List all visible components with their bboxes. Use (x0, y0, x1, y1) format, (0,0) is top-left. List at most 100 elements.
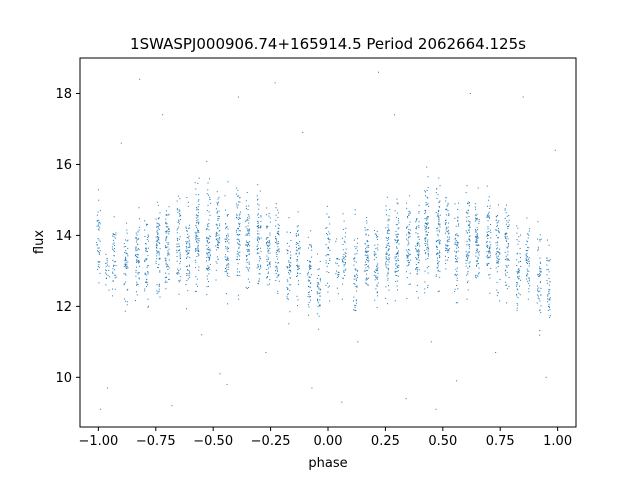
data-point (517, 282, 519, 284)
data-point (448, 249, 450, 251)
data-point (207, 278, 209, 280)
data-point (496, 248, 498, 250)
data-point (176, 272, 178, 274)
data-point (356, 275, 358, 277)
data-point (145, 247, 147, 249)
data-point (376, 292, 378, 294)
data-point (438, 231, 440, 233)
data-point (526, 274, 528, 276)
data-point (489, 247, 491, 249)
data-point (437, 194, 439, 196)
data-point (207, 225, 209, 227)
data-point (505, 265, 507, 267)
data-point (496, 295, 498, 297)
data-point (376, 247, 378, 249)
data-point (385, 209, 387, 211)
data-point (376, 236, 378, 238)
data-point (375, 256, 377, 258)
data-point (518, 269, 520, 271)
data-point (96, 225, 98, 227)
data-point (457, 242, 459, 244)
data-point (249, 229, 251, 231)
data-point (528, 288, 530, 290)
data-point (354, 257, 356, 259)
data-point (395, 234, 397, 236)
data-point (335, 270, 337, 272)
data-point (198, 231, 200, 233)
data-point (456, 251, 458, 253)
data-point (415, 232, 417, 234)
data-point (496, 260, 498, 262)
data-point (277, 223, 279, 225)
data-point (326, 205, 328, 207)
data-point (539, 240, 541, 242)
data-point (476, 236, 478, 238)
data-point (329, 233, 331, 235)
data-point (268, 215, 270, 217)
data-point (319, 304, 321, 306)
data-point (237, 227, 239, 229)
data-point (408, 264, 410, 266)
data-point (225, 268, 227, 270)
data-point (176, 209, 178, 211)
data-point (447, 210, 449, 212)
data-point (437, 267, 439, 269)
data-point (228, 239, 230, 241)
data-point (336, 238, 338, 240)
data-point (217, 238, 219, 240)
data-point (107, 387, 109, 389)
data-point (478, 272, 480, 274)
data-point (208, 259, 210, 261)
data-point (375, 276, 377, 278)
data-point (488, 231, 490, 233)
data-point (318, 287, 320, 289)
data-point (447, 239, 449, 241)
data-point (227, 233, 229, 235)
data-point (208, 257, 210, 259)
data-point (247, 244, 249, 246)
data-point (356, 290, 358, 292)
data-point (537, 221, 539, 223)
data-point (236, 268, 238, 270)
data-point (275, 225, 277, 227)
data-point (495, 351, 497, 353)
data-point (207, 253, 209, 255)
data-point (158, 239, 160, 241)
data-point (195, 276, 197, 278)
data-point (238, 258, 240, 260)
data-point (217, 242, 219, 244)
data-point (455, 237, 457, 239)
data-point (187, 237, 189, 239)
data-point (158, 283, 160, 285)
data-point (549, 259, 551, 261)
data-point (98, 225, 100, 227)
data-point (237, 234, 239, 236)
data-point (246, 258, 248, 260)
data-point (424, 292, 426, 294)
data-point (475, 255, 477, 257)
data-point (207, 242, 209, 244)
data-point (297, 265, 299, 267)
data-point (136, 237, 138, 239)
data-point (416, 291, 418, 293)
data-point (158, 251, 160, 253)
data-point (366, 239, 368, 241)
data-point (198, 177, 200, 179)
data-point (455, 255, 457, 257)
data-point (206, 286, 208, 288)
data-point (245, 205, 247, 207)
data-point (475, 252, 477, 254)
data-point (366, 270, 368, 272)
data-point (145, 247, 147, 249)
data-point (269, 221, 271, 223)
data-point (355, 300, 357, 302)
data-point (527, 298, 529, 300)
data-point (156, 226, 158, 228)
data-point (487, 264, 489, 266)
data-point (418, 211, 420, 213)
data-point (356, 285, 358, 287)
data-point (246, 245, 248, 247)
data-point (394, 300, 396, 302)
data-point (424, 288, 426, 290)
data-point (260, 267, 262, 269)
